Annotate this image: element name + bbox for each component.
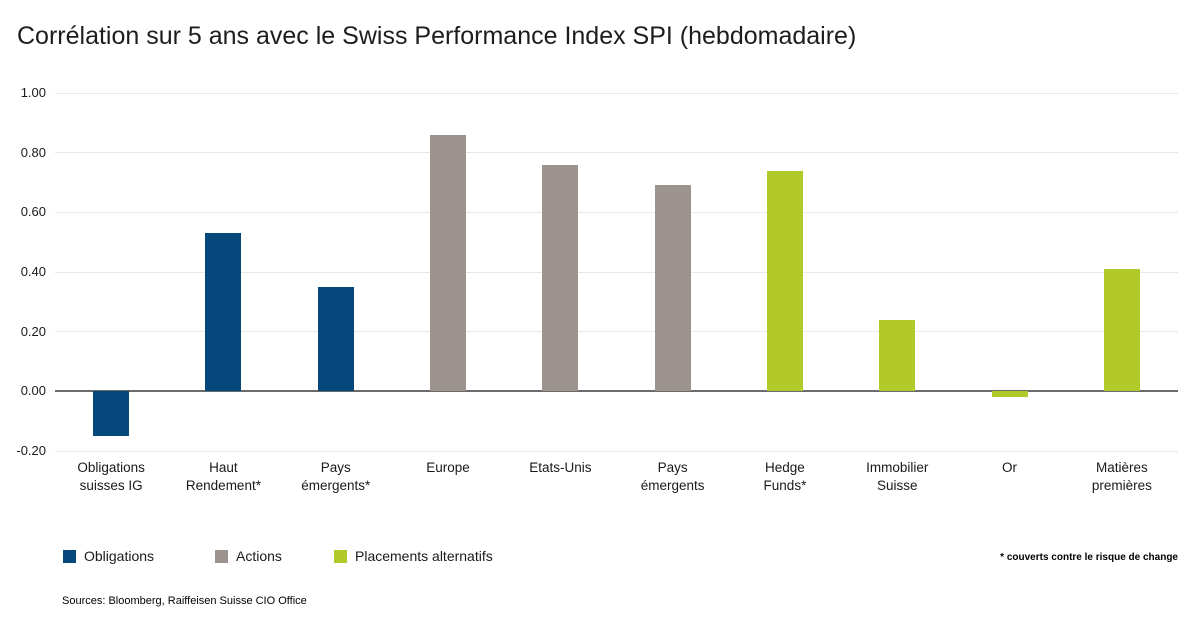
y-axis-tick-label: 0.00: [20, 383, 46, 399]
y-axis-tick-label: 0.80: [20, 144, 46, 160]
bar-alternatifs: [991, 391, 1028, 398]
bar-obligations: [205, 233, 242, 392]
bar-actions: [654, 185, 691, 392]
bar-actions: [542, 164, 579, 392]
gridline: [55, 211, 1178, 213]
x-axis-category-label: Or: [1002, 460, 1018, 475]
legend-label: Obligations: [84, 548, 155, 564]
x-axis-category-label: Obligations suisses IG: [77, 460, 145, 493]
gridline: [55, 271, 1178, 273]
bar-alternatifs: [1103, 269, 1140, 392]
y-axis-tick-label: 0.60: [20, 204, 46, 220]
legend-item-alternatifs: Placements alternatifs: [334, 548, 493, 564]
bar-alternatifs: [879, 319, 916, 392]
legend-item-obligations: Obligations: [63, 548, 154, 564]
gridline: [55, 450, 1178, 452]
chart-title: Corrélation sur 5 ans avec le Swiss Perf…: [17, 22, 857, 50]
y-axis-tick-label: 1.00: [20, 85, 46, 100]
x-axis-category-label: Hedge Funds*: [763, 460, 807, 493]
bar-obligations: [93, 391, 130, 437]
legend-label: Placements alternatifs: [355, 548, 493, 564]
zero-axis-line: [55, 390, 1178, 393]
gridline: [55, 92, 1178, 94]
x-axis-category-label: Pays émergents: [640, 460, 705, 493]
gridline: [55, 331, 1178, 333]
x-axis-category-label: Pays émergents*: [301, 460, 371, 493]
y-axis-tick-label: 0.20: [20, 323, 46, 339]
bar-obligations: [317, 286, 354, 392]
bar-alternatifs: [766, 170, 803, 392]
x-axis-category-label: Immobilier Suisse: [866, 460, 929, 493]
y-axis-tick-label: -0.20: [16, 443, 46, 458]
legend-item-actions: Actions: [215, 548, 282, 564]
legend-swatch-alternatifs: [334, 549, 347, 563]
legend-swatch-obligations: [63, 549, 76, 563]
x-axis-category-label: Haut Rendement*: [185, 460, 261, 493]
footnote: * couverts contre le risque de change: [1000, 552, 1178, 563]
bar-actions: [430, 134, 467, 392]
x-axis-category-label: Etats-Unis: [529, 460, 592, 475]
legend-swatch-actions: [215, 549, 228, 563]
x-axis-category-label: Matières premières: [1091, 460, 1152, 493]
gridline: [55, 152, 1178, 154]
legend-label: Actions: [236, 548, 282, 564]
x-axis-category-label: Europe: [426, 460, 470, 475]
y-axis-tick-label: 0.40: [20, 264, 46, 279]
sources: Sources: Bloomberg, Raiffeisen Suisse CI…: [62, 595, 307, 607]
